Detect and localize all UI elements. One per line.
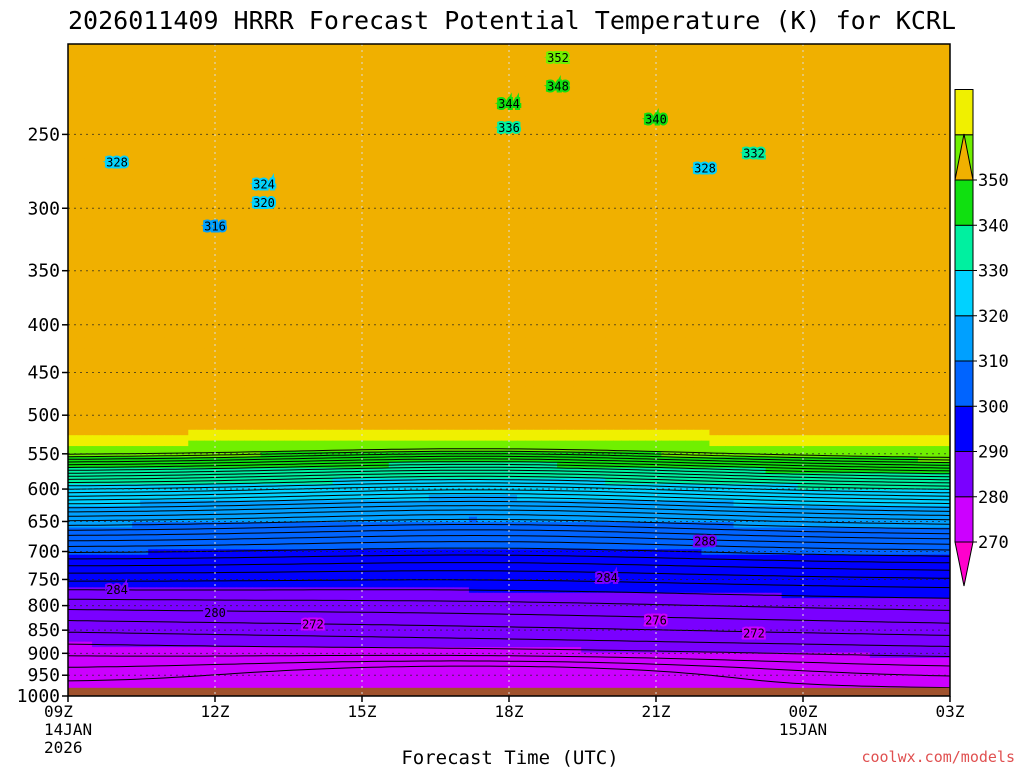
contour-label: 272 <box>302 617 324 631</box>
contour-label: 272 <box>743 626 765 640</box>
colorbar-label: 270 <box>978 533 1009 553</box>
colorbar-label: 330 <box>978 262 1009 282</box>
contour-label: 340 <box>645 113 667 127</box>
y-tick-label: 400 <box>27 315 60 336</box>
colorbar-segment <box>954 315 974 362</box>
colorbar-label: 310 <box>978 352 1009 372</box>
y-axis: 2503003504004505005506006507007508008509… <box>17 124 68 707</box>
x-tick-label: 09Z <box>44 702 73 721</box>
chart-title: 2026011409 HRRR Forecast Potential Tempe… <box>68 6 956 35</box>
credit-text: coolwx.com/models <box>861 748 1015 766</box>
y-tick-label: 750 <box>27 569 60 590</box>
ground-area <box>68 687 950 696</box>
y-tick-label: 450 <box>27 363 60 384</box>
colorbar: 350 340 330 320 310 300 290 280 270 <box>954 89 1009 587</box>
plot-area: 352 348 344 340 336 332 328 328 324 320 316 288 284 2… <box>67 43 951 697</box>
x-tick-label: 15Z <box>348 702 377 721</box>
y-tick-label: 900 <box>27 643 60 664</box>
x-tick-label: 15JAN <box>779 720 827 739</box>
contour-label: 316 <box>204 220 226 234</box>
x-tick-label: 00Z <box>789 702 818 721</box>
colorbar-label: 320 <box>978 307 1009 327</box>
x-tick-label: 2026 <box>44 738 83 757</box>
contour-label: 288 <box>694 535 716 549</box>
contour-label: 348 <box>547 79 569 93</box>
y-tick-label: 550 <box>27 444 60 465</box>
colorbar-label: 290 <box>978 443 1009 463</box>
x-tick-label: 14JAN <box>44 720 92 739</box>
contour-label: 344 <box>498 97 520 111</box>
contour-line <box>68 541 950 551</box>
colorbar-segment <box>954 451 974 498</box>
y-tick-label: 500 <box>27 405 60 426</box>
colorbar-label: 300 <box>978 397 1009 417</box>
x-tick-label: 12Z <box>201 702 230 721</box>
colorbar-segment <box>954 179 974 226</box>
colorbar-segment <box>954 270 974 317</box>
contour-label: 284 <box>596 571 618 585</box>
colorbar-bottom-arrow <box>954 541 974 587</box>
colorbar-label: 340 <box>978 216 1009 236</box>
x-axis-label: Forecast Time (UTC) <box>401 747 618 768</box>
contour-line <box>68 455 950 466</box>
contour-line <box>68 562 950 571</box>
colorbar-label: 350 <box>978 171 1009 191</box>
x-tick-label: 18Z <box>495 702 524 721</box>
y-tick-label: 250 <box>27 124 60 145</box>
colorbar-segment <box>954 89 974 136</box>
contour-labels: 352 348 344 340 336 332 328 328 324 320 316 288 284 2… <box>104 49 767 643</box>
contour-label: 280 <box>204 606 226 620</box>
contour-line <box>68 598 950 611</box>
y-tick-label: 800 <box>27 596 60 617</box>
contour-label: 320 <box>253 196 275 210</box>
contour-line <box>68 643 950 657</box>
contour-label: 284 <box>106 583 128 597</box>
y-tick-label: 700 <box>27 542 60 563</box>
contour-line <box>68 485 950 497</box>
y-tick-label: 950 <box>27 665 60 686</box>
contour-line <box>68 509 950 521</box>
y-tick-label: 850 <box>27 620 60 641</box>
colorbar-segment <box>954 496 974 543</box>
y-tick-label: 600 <box>27 479 60 500</box>
colorbar-segment <box>954 405 974 452</box>
contour-label: 336 <box>498 121 520 135</box>
x-tick-label: 03Z <box>936 702 965 721</box>
y-tick-label: 300 <box>27 198 60 219</box>
y-tick-label: 350 <box>27 261 60 282</box>
contour-label: 328 <box>106 156 128 170</box>
colorbar-segment <box>954 224 974 271</box>
colorbar-label: 280 <box>978 488 1009 508</box>
contour-line <box>68 660 950 677</box>
y-tick-label: 650 <box>27 511 60 532</box>
contour-label: 328 <box>694 162 716 176</box>
contour-label: 332 <box>743 146 765 160</box>
colorbar-top-arrow <box>954 133 974 181</box>
contour-label: 324 <box>253 178 275 192</box>
contour-label: 276 <box>645 614 667 628</box>
x-tick-label: 21Z <box>642 702 671 721</box>
contour-line <box>68 450 950 461</box>
colorbar-segment <box>954 360 974 407</box>
y-tick-label: 1000 <box>17 686 60 707</box>
contour-label: 352 <box>547 51 569 65</box>
